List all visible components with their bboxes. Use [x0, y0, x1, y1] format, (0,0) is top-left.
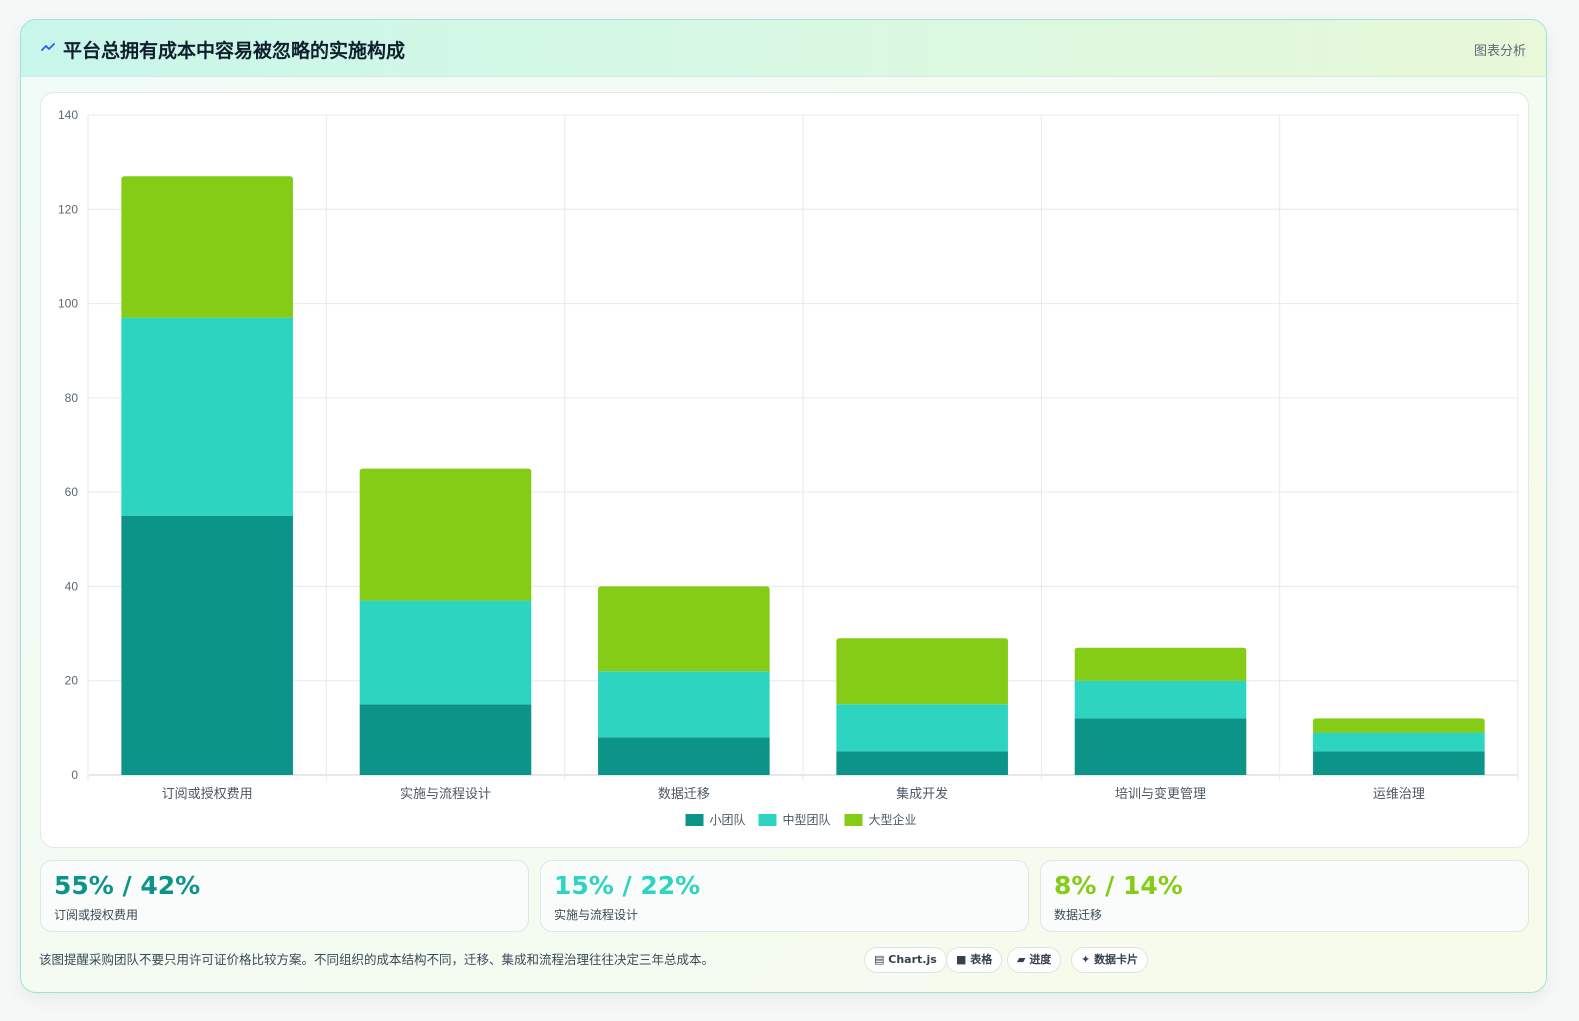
- chip-label: 进度: [1029, 953, 1052, 966]
- chip-label: Chart.js: [888, 953, 937, 966]
- bar-segment: [1313, 732, 1485, 752]
- legend-swatch: [685, 814, 704, 826]
- y-tick-label: 80: [65, 391, 79, 405]
- bar-segment: [121, 515, 293, 775]
- bar-segment: [598, 737, 770, 775]
- y-tick-label: 100: [58, 297, 78, 311]
- chart-card: 平台总拥有成本中容易被忽略的实施构成 图表分析 0 20 40 60 80 100 120 1…: [20, 19, 1547, 993]
- y-tick-label: 40: [65, 579, 79, 593]
- x-tick-label: 集成开发: [896, 786, 948, 801]
- bar-segment: [836, 751, 1008, 775]
- page-title: 平台总拥有成本中容易被忽略的实施构成: [63, 40, 406, 62]
- stat-card-3: 8% / 14% 数据迁移: [1040, 860, 1529, 932]
- x-tick-label: 数据迁移: [658, 786, 710, 801]
- legend-swatch: [844, 814, 863, 826]
- bar-segment: [836, 638, 1008, 705]
- chip-label: 表格: [970, 953, 993, 966]
- chart-analysis-link[interactable]: 图表分析: [1473, 44, 1526, 59]
- stat-label: 订阅或授权费用: [54, 908, 139, 922]
- stat-label: 数据迁移: [1054, 908, 1103, 922]
- card-icon: ✦: [1081, 953, 1091, 966]
- y-tick-label: 60: [65, 485, 79, 499]
- stat-value: 55% / 42%: [54, 871, 201, 900]
- legend-label: 大型企业: [869, 812, 917, 827]
- bar-segment: [1074, 680, 1247, 719]
- stat-card-1: 55% / 42% 订阅或授权费用: [40, 860, 529, 932]
- x-tick-label: 订阅或授权费用: [162, 786, 253, 801]
- bar-segment: [598, 586, 770, 672]
- bar-segment: [121, 176, 293, 318]
- stat-card-2: 15% / 22% 实施与流程设计: [540, 860, 1029, 932]
- chip-label: 数据卡片: [1094, 953, 1139, 966]
- chip-chartjs[interactable]: ▤ Chart.js: [864, 947, 947, 973]
- chip-progress[interactable]: ▰ 进度: [1007, 947, 1062, 973]
- x-tick-label: 实施与流程设计: [400, 786, 491, 801]
- bar-segment: [836, 704, 1008, 752]
- chart-icon: ▤: [874, 953, 885, 966]
- stat-label: 实施与流程设计: [554, 908, 639, 922]
- bar-segment: [1313, 751, 1485, 775]
- sparkle-icon: [41, 43, 55, 51]
- table-icon: ■: [956, 953, 967, 966]
- chip-table[interactable]: ■ 表格: [946, 947, 1003, 973]
- bar-segment: [359, 600, 532, 705]
- bar-segment: [598, 671, 770, 738]
- progress-icon: ▰: [1017, 953, 1026, 966]
- chart-panel: 0 20 40 60 80 100 120 140 订阅或授权费用 实施与流程设计 数据迁移 集成开发…: [40, 92, 1529, 848]
- bar-segment: [1074, 647, 1247, 681]
- stat-value: 8% / 14%: [1054, 871, 1183, 900]
- bar-segment: [1074, 718, 1247, 775]
- footer-note: 该图提醒采购团队不要只用许可证价格比较方案。不同组织的成本结构不同，迁移、集成和…: [39, 952, 715, 967]
- stacked-bar-chart: 0 20 40 60 80 100 120 140 订阅或授权费用 实施与流程设计 数据迁移 集成开发…: [58, 108, 1519, 827]
- x-tick-label: 培训与变更管理: [1115, 786, 1206, 801]
- stat-value: 15% / 22%: [554, 871, 701, 900]
- legend-label: 中型团队: [783, 812, 831, 827]
- bar-segment: [359, 704, 532, 775]
- y-tick-label: 20: [65, 674, 79, 688]
- y-tick-label: 0: [71, 768, 78, 782]
- y-tick-label: 140: [58, 108, 78, 122]
- legend-swatch: [758, 814, 777, 826]
- legend-label: 小团队: [710, 812, 746, 827]
- bar-segment: [121, 317, 293, 516]
- chip-data-card[interactable]: ✦ 数据卡片: [1071, 947, 1149, 973]
- bar-segment: [1313, 718, 1485, 733]
- x-tick-label: 运维治理: [1373, 786, 1425, 801]
- y-tick-label: 120: [58, 202, 78, 216]
- bar-segment: [359, 468, 532, 601]
- card-header: 平台总拥有成本中容易被忽略的实施构成 图表分析: [21, 20, 1546, 77]
